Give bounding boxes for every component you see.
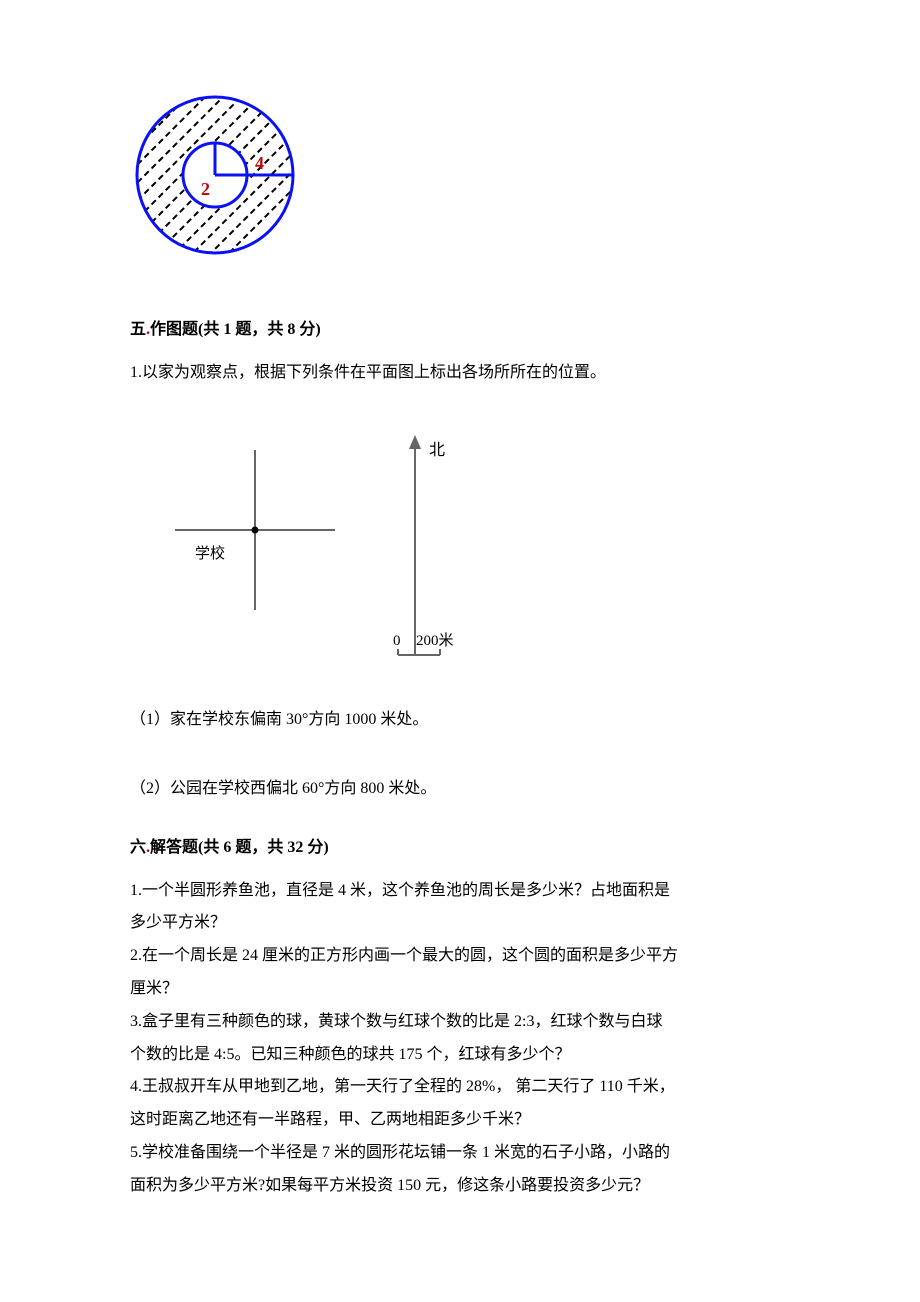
section5-q1: 1.以家为观察点，根据下列条件在平面图上标出各场所所在的位置。 [130,359,800,388]
svg-text:2: 2 [201,179,210,199]
section5-sub2: （2）公园在学校西偏北 60°方向 800 米处。 [130,775,800,804]
problem-2-line2: 厘米？ [130,975,800,1004]
heading-prefix: 五 [130,321,146,338]
problem-4-line1: 4.王叔叔开车从甲地到乙地，第一天行了全程的 28%， 第二天行了 110 千米… [130,1073,800,1102]
svg-text:200米: 200米 [416,632,454,649]
problem-3-line2: 个数的比是 4:5。已知三种颜色的球共 175 个，红球有多少个？ [130,1041,800,1070]
problem-3-line1: 3.盒子里有三种颜色的球，黄球个数与红球个数的比是 2:3，红球个数与白球 [130,1008,800,1037]
map-svg: 学校 北 0 200米 [150,405,490,665]
section5-heading: 五.作图题(共 1 题，共 8 分) [130,316,800,345]
annulus-figure: 24 [130,90,800,276]
problem-2-line1: 2.在一个周长是 24 厘米的正方形内画一个最大的圆，这个圆的面积是多少平方 [130,942,800,971]
section6-problems: 1.一个半圆形养鱼池，直径是 4 米，这个养鱼池的周长是多少米？占地面积是 多少… [130,877,800,1201]
svg-text:学校: 学校 [195,545,225,562]
heading-body: 解答题(共 6 题，共 32 分) [150,839,329,856]
problem-5-line1: 5.学校准备围绕一个半径是 7 米的圆形花坛铺一条 1 米宽的石子小路，小路的 [130,1139,800,1168]
svg-text:北: 北 [429,441,445,459]
problem-5-line2: 面积为多少平方米?如果每平方米投资 150 元，修这条小路要投资多少元？ [130,1172,800,1201]
annulus-svg: 24 [130,90,305,265]
section6-heading: 六.解答题(共 6 题，共 32 分) [130,834,800,863]
problem-4-line2: 这时距离乙地还有一半路程，甲、乙两地相距多少千米？ [130,1106,800,1135]
map-figure: 学校 北 0 200米 [150,405,800,676]
svg-text:4: 4 [255,153,264,173]
problem-1-line2: 多少平方米？ [130,909,800,938]
problem-1-line1: 1.一个半圆形养鱼池，直径是 4 米，这个养鱼池的周长是多少米？占地面积是 [130,877,800,906]
heading-body: 作图题(共 1 题，共 8 分) [150,321,321,338]
svg-text:0: 0 [393,633,401,649]
heading-prefix: 六 [130,839,146,856]
section5-sub1: （1）家在学校东偏南 30°方向 1000 米处。 [130,706,800,735]
